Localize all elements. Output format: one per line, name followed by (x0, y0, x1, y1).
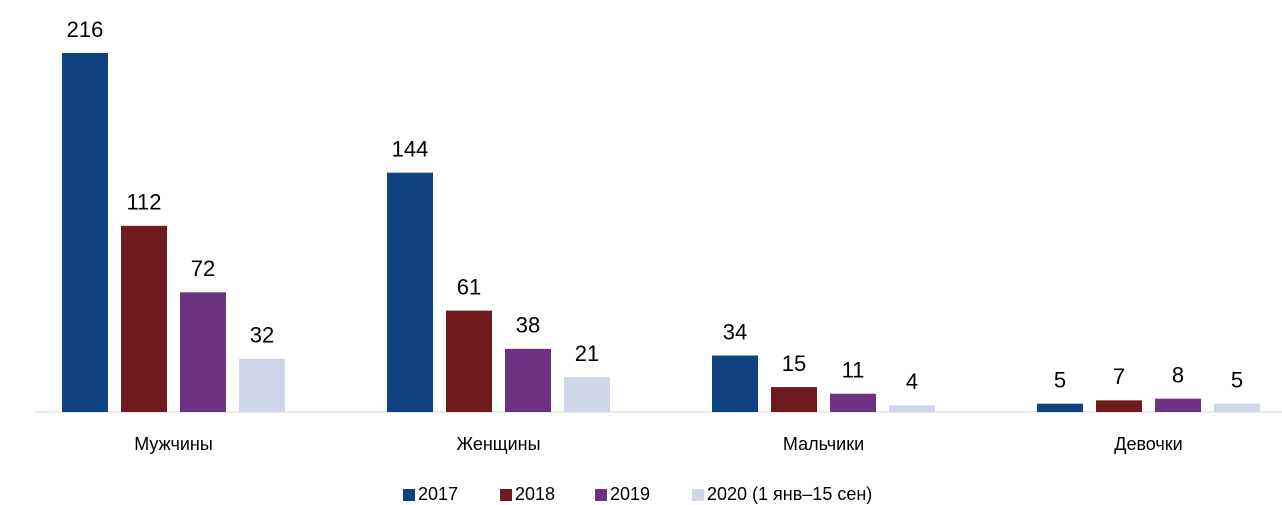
data-label: 21 (575, 341, 599, 366)
legend-label: 2017 (418, 484, 458, 504)
legend-label: 2019 (610, 484, 650, 504)
bar (1037, 403, 1083, 412)
x-tick-label: Мужчины (134, 434, 213, 454)
data-label: 4 (906, 369, 918, 394)
legend-swatch (595, 489, 607, 501)
bar (121, 225, 167, 412)
bar (830, 393, 876, 412)
bar (564, 377, 610, 412)
bar (239, 358, 285, 412)
data-label: 216 (67, 17, 104, 42)
data-label: 5 (1054, 368, 1066, 393)
data-label: 5 (1231, 368, 1243, 393)
data-label: 15 (782, 351, 806, 376)
x-tick-label: Девочки (1114, 434, 1182, 454)
data-label: 61 (457, 274, 481, 299)
bar (1096, 400, 1142, 412)
data-label: 11 (842, 358, 865, 383)
legend-label: 2020 (1 янв–15 сен) (707, 484, 872, 504)
legend-swatch (692, 489, 704, 501)
bar (62, 53, 108, 412)
bar (712, 355, 758, 412)
bar (387, 172, 433, 412)
data-label: 38 (516, 313, 540, 338)
legend-swatch (403, 489, 415, 501)
x-tick-label: Женщины (456, 434, 540, 454)
bar (1155, 398, 1201, 412)
x-tick-label: Мальчики (783, 434, 864, 454)
data-label: 7 (1113, 364, 1125, 389)
bar (180, 292, 226, 412)
legend-label: 2018 (515, 484, 555, 504)
bar (1214, 403, 1260, 412)
data-label: 72 (191, 256, 215, 281)
legend-swatch (500, 489, 512, 501)
bar (771, 387, 817, 412)
data-label: 144 (392, 136, 429, 161)
bar (505, 348, 551, 412)
bar (446, 310, 492, 412)
data-label: 32 (250, 323, 274, 348)
data-label: 8 (1172, 363, 1184, 388)
data-label: 112 (126, 190, 161, 215)
bar (889, 405, 935, 412)
data-label: 34 (723, 319, 747, 344)
